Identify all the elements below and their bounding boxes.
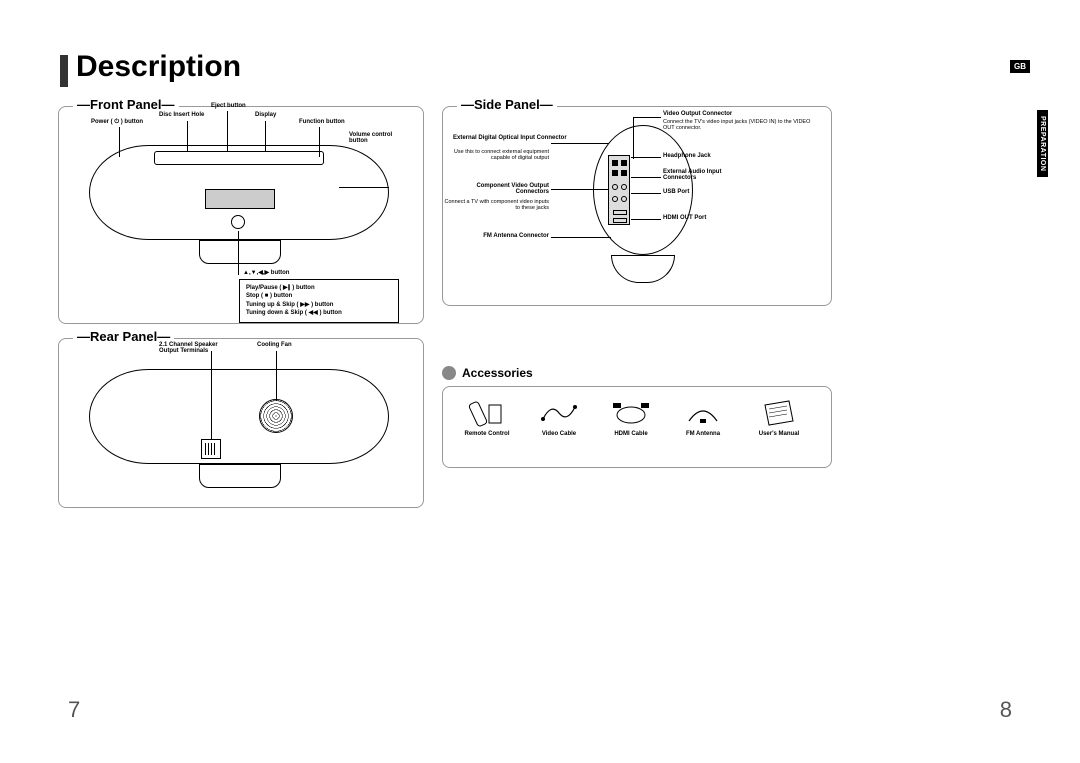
rear-stand xyxy=(199,464,281,488)
accessory-hdmi-cable: HDMI Cable xyxy=(599,399,663,437)
label-hdmi: HDMI OUT Port xyxy=(663,215,706,221)
speaker-terminals-icon xyxy=(201,439,221,459)
label-disc-insert: Disc Insert Hole xyxy=(159,112,204,118)
accessory-remote: Remote Control xyxy=(459,399,515,437)
label-usb: USB Port xyxy=(663,189,689,195)
accessory-fm-antenna: FM Antenna xyxy=(675,399,731,437)
label-function: Function button xyxy=(299,119,345,125)
region-badge: GB xyxy=(1010,60,1030,73)
label-eject: Eject button xyxy=(211,103,246,109)
page-number-left: 7 xyxy=(68,697,80,723)
label-headphone: Headphone Jack xyxy=(663,153,711,159)
accessory-fm-antenna-label: FM Antenna xyxy=(675,431,731,437)
callout-tuning-down: Tuning down & Skip ( ◀◀ ) button xyxy=(246,309,392,317)
label-speaker-terminals: 2.1 Channel Speaker Output Terminals xyxy=(159,342,239,354)
rear-device-body xyxy=(89,369,389,464)
label-video-out: Video Output Connector xyxy=(663,111,732,117)
side-panel-box: —Side Panel— External Digital Optical In… xyxy=(442,106,832,306)
section-tab: PREPARATION xyxy=(1037,110,1048,177)
accessory-hdmi-cable-label: HDMI Cable xyxy=(599,431,663,437)
display-window xyxy=(205,189,275,209)
label-display: Display xyxy=(255,112,276,118)
rear-panel-box: —Rear Panel— 2.1 Channel Speaker Output … xyxy=(58,338,424,508)
label-optical-desc: Use this to connect external equipment c… xyxy=(439,149,549,161)
label-component-desc: Connect a TV with component video inputs… xyxy=(439,199,549,211)
title-accent-bar xyxy=(60,55,68,87)
label-component: Component Video Output Connectors xyxy=(453,183,549,195)
accessory-remote-label: Remote Control xyxy=(459,431,515,437)
label-cooling-fan: Cooling Fan xyxy=(257,342,292,348)
accessory-video-cable-label: Video Cable xyxy=(531,431,587,437)
nav-button-icon xyxy=(231,215,245,229)
accessory-manual: User's Manual xyxy=(747,399,811,437)
accessories-title: Accessories xyxy=(462,366,533,380)
accessories-bullet-icon xyxy=(442,366,456,380)
page-number-right: 8 xyxy=(1000,697,1012,723)
callout-stop: Stop ( ■ ) button xyxy=(246,292,392,300)
accessories-box: Remote Control Video Cable HDMI Cable FM… xyxy=(442,386,832,468)
label-fm: FM Antenna Connector xyxy=(453,233,549,239)
accessory-manual-label: User's Manual xyxy=(747,431,811,437)
label-optical: External Digital Optical Input Connector xyxy=(453,135,549,141)
label-power: Power ( ⏻ ) button xyxy=(91,119,143,126)
side-connector-panel xyxy=(608,155,630,225)
disc-slot xyxy=(154,151,324,165)
front-callout-box: Play/Pause ( ▶∥ ) button Stop ( ■ ) butt… xyxy=(239,279,399,323)
label-nav: ▲,▼,◀,▶ button xyxy=(243,269,289,276)
label-video-out-desc: Connect the TV's video input jacks (VIDE… xyxy=(663,119,813,131)
side-stand xyxy=(611,255,675,283)
front-panel-box: —Front Panel— Power ( ⏻ ) button Disc In… xyxy=(58,106,424,324)
label-volume: Volume control button xyxy=(349,132,409,144)
front-panel-title: —Front Panel— xyxy=(73,97,179,112)
cooling-fan-icon xyxy=(259,399,293,433)
front-stand xyxy=(199,240,281,264)
side-panel-title: —Side Panel— xyxy=(457,97,557,112)
page-title: Description xyxy=(76,50,241,84)
accessory-video-cable: Video Cable xyxy=(531,399,587,437)
callout-tuning-up: Tuning up & Skip ( ▶▶ ) button xyxy=(246,301,392,309)
label-ext-audio: External Audio Input Connectors xyxy=(663,169,743,181)
callout-play-pause: Play/Pause ( ▶∥ ) button xyxy=(246,284,392,292)
